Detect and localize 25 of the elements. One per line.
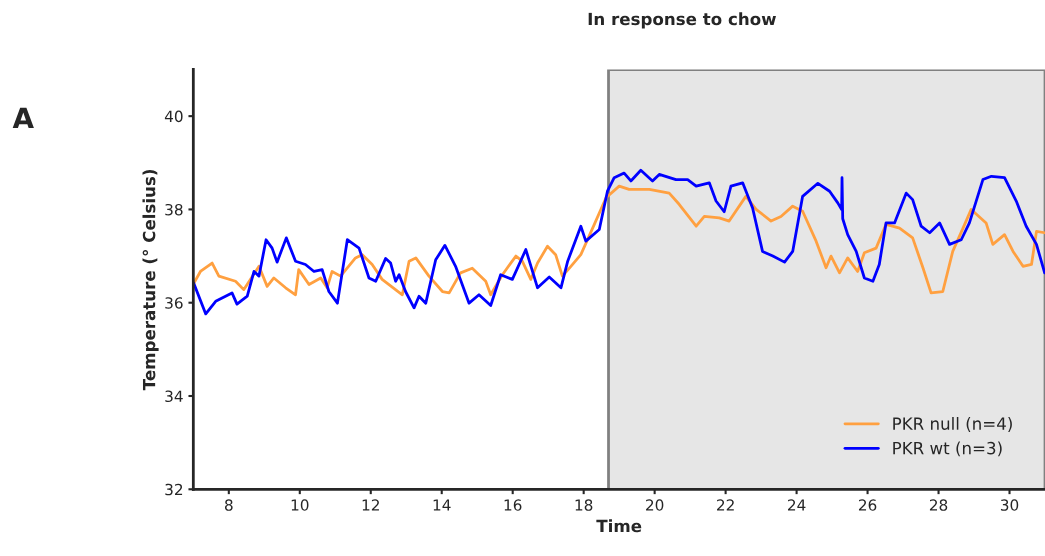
legend-label: PKR null (n=4) [893, 417, 1012, 432]
x-tick-label: 20 [646, 499, 664, 511]
chart-title: In response to chow [588, 12, 776, 29]
x-axis-title: Time [596, 519, 642, 533]
y-tick-label: 34 [165, 390, 183, 403]
x-tick-label: 10 [291, 499, 309, 511]
line-series [193, 184, 1045, 297]
x-tick-label: 30 [1000, 499, 1019, 511]
y-tick-label: 40 [164, 110, 183, 123]
line-series [193, 168, 1045, 316]
y-tick-label: 36 [165, 297, 183, 309]
x-tick-label: 18 [575, 499, 593, 511]
text: A [12, 107, 34, 128]
x-tick-label: 26 [858, 499, 877, 511]
y-axis-title: Temperature (° Celsius) [142, 169, 159, 391]
x-tick-label: 22 [717, 499, 734, 511]
x-tick-label: 14 [433, 499, 451, 511]
x-tick-label: 28 [929, 499, 948, 511]
x-tick-label: 24 [787, 499, 806, 511]
y-tick-label: 32 [165, 483, 183, 496]
x-tick-label: 16 [504, 499, 522, 511]
legend-label: PKR wt (n=3) [893, 441, 1002, 457]
y-tick-label: 38 [165, 203, 183, 216]
x-tick-label: 12 [362, 499, 379, 511]
x-tick-label: 8 [224, 499, 233, 511]
